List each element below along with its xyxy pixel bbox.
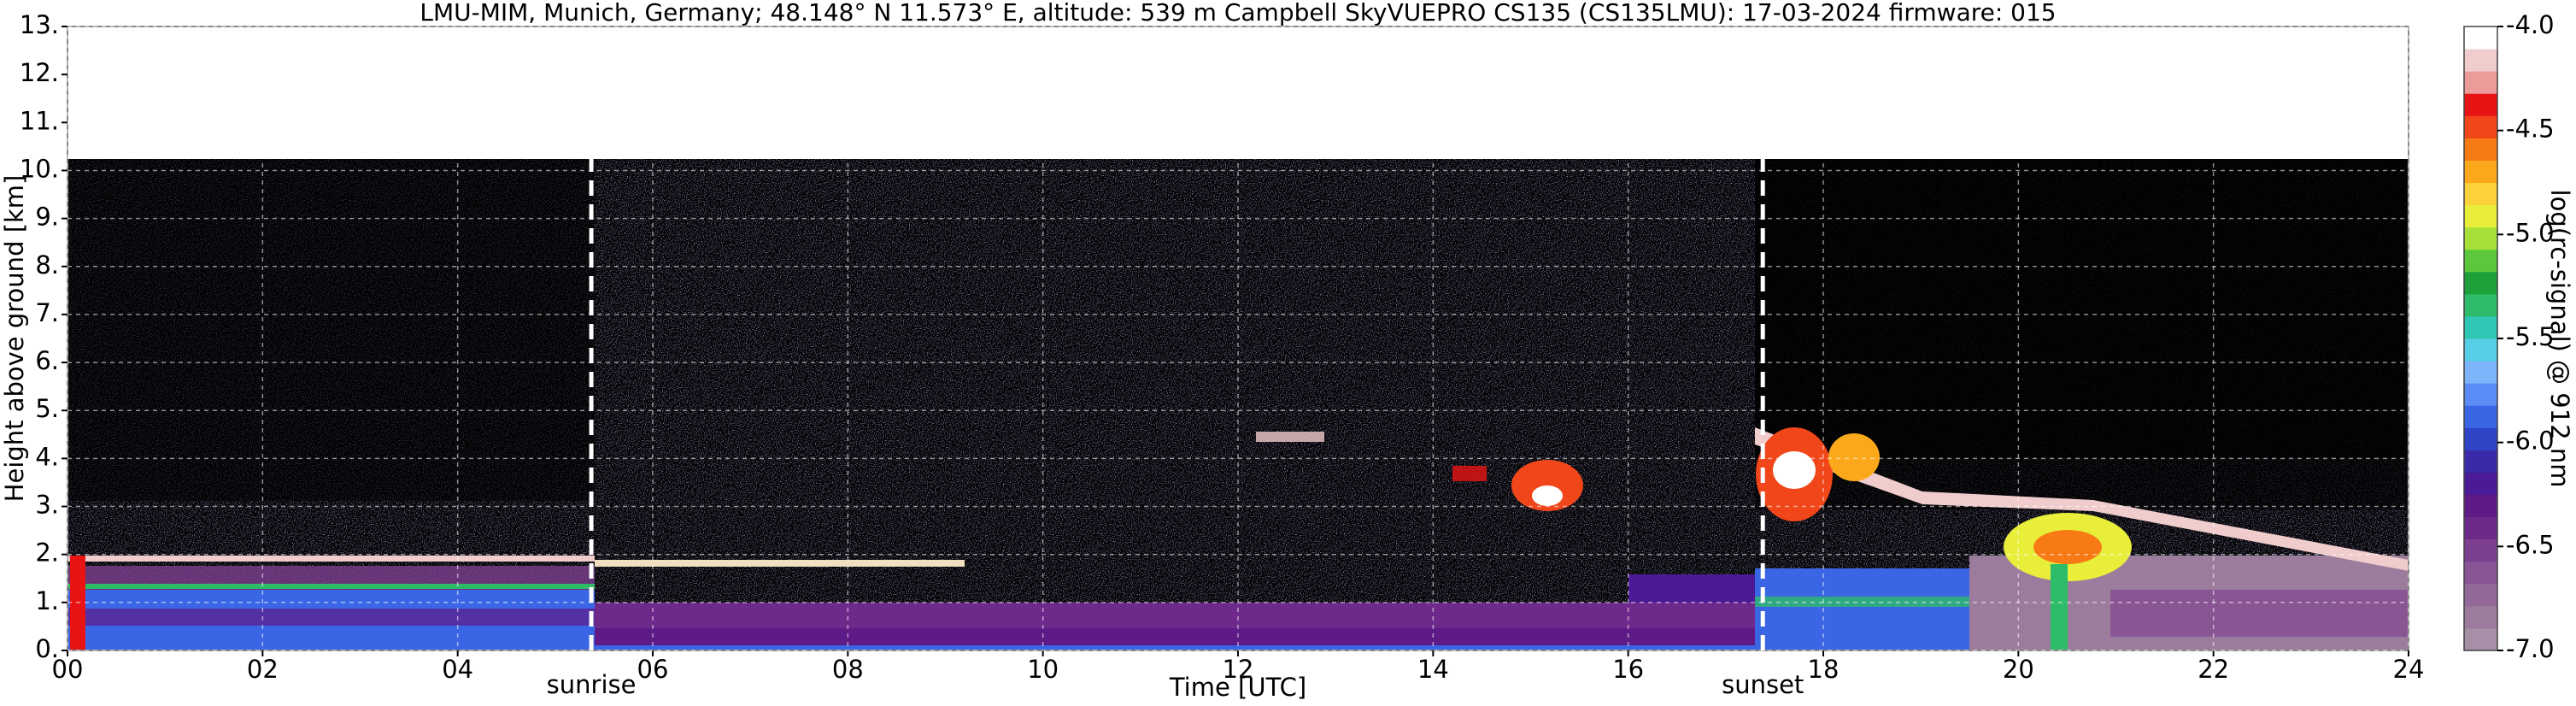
cloud <box>1828 433 1880 481</box>
colorbar-swatch <box>2464 71 2497 94</box>
colorbar-swatch <box>2464 561 2497 585</box>
x-axis-label: Time [UTC] <box>1169 673 1306 702</box>
colorbar-tick-label: -7.0 <box>2506 634 2555 663</box>
y-tick-label: 12. <box>20 58 59 87</box>
x-tick-label: 02 <box>247 655 279 684</box>
colorbar-swatch <box>2464 494 2497 518</box>
y-tick-label: 11. <box>20 106 59 135</box>
x-tick-label: 24 <box>2393 655 2425 684</box>
colorbar-swatch <box>2464 516 2497 540</box>
x-tick-label: 10 <box>1027 655 1059 684</box>
y-tick-label: 7. <box>35 298 59 327</box>
layer <box>2110 590 2409 637</box>
colorbar-tick-label: -4.0 <box>2506 10 2555 39</box>
colorbar-swatch <box>2464 315 2497 339</box>
colorbar-tick-label: -4.5 <box>2506 115 2555 144</box>
cloud <box>1256 432 1324 442</box>
x-tick-label: 14 <box>1417 655 1449 684</box>
colorbar-swatch <box>2464 538 2497 562</box>
layer <box>595 560 965 567</box>
colorbar-swatch <box>2464 338 2497 362</box>
colorbar-tick-label: -5.5 <box>2506 322 2555 351</box>
x-tick-label: 08 <box>832 655 864 684</box>
chart-title: LMU-MIM, Munich, Germany; 48.148° N 11.5… <box>420 0 2056 26</box>
colorbar-swatch <box>2464 160 2497 183</box>
colorbar-swatch <box>2464 49 2497 72</box>
colorbar-tick-label: -5.0 <box>2506 218 2555 247</box>
cloud <box>1532 485 1563 506</box>
x-tick-label: 12 <box>1223 655 1254 684</box>
y-tick-label: 8. <box>35 250 59 279</box>
colorbar-tick-label: -6.5 <box>2506 530 2555 559</box>
cloud <box>1452 466 1487 481</box>
colorbar-swatch <box>2464 26 2497 50</box>
shade <box>67 159 595 501</box>
layer <box>67 556 595 562</box>
colorbar-swatch <box>2464 182 2497 206</box>
y-tick-label: 9. <box>35 203 59 232</box>
y-tick-label: 6. <box>35 346 59 375</box>
y-axis-label: Height above ground [km] <box>0 175 29 503</box>
colorbar-tick-label: -6.0 <box>2506 427 2555 456</box>
y-tick-label: 0. <box>35 634 59 663</box>
colorbar-swatch <box>2464 138 2497 161</box>
colorbar-swatch <box>2464 627 2497 651</box>
x-tick-label: 00 <box>52 655 84 684</box>
y-tick-label: 4. <box>35 442 59 471</box>
y-tick-label: 2. <box>35 538 59 568</box>
x-tick-label: 06 <box>637 655 669 684</box>
y-tick-label: 10. <box>20 154 59 183</box>
layer <box>67 609 595 626</box>
colorbar-swatch <box>2464 605 2497 629</box>
layer <box>595 628 1755 645</box>
colorbar-swatch <box>2464 293 2497 317</box>
colorbar-swatch <box>2464 249 2497 273</box>
colorbar-swatch <box>2464 583 2497 607</box>
cloud <box>2033 530 2102 564</box>
annotation-label: sunset <box>1722 670 1804 699</box>
cloud <box>1773 451 1816 489</box>
layer <box>595 645 1755 650</box>
colorbar-swatch <box>2464 472 2497 495</box>
layer <box>1755 427 2409 571</box>
colorbar-label: log(rc-signal) @ 912 nm <box>2545 190 2574 488</box>
shade <box>1755 159 2409 458</box>
colorbar-swatch <box>2464 405 2497 428</box>
colorbar-swatch <box>2464 450 2497 473</box>
x-tick-label: 16 <box>1612 655 1644 684</box>
x-tick-label: 22 <box>2198 655 2229 684</box>
x-tick-label: 20 <box>2003 655 2034 684</box>
colorbar-swatch <box>2464 383 2497 406</box>
layer <box>1628 574 1755 603</box>
colorbar-swatch <box>2464 271 2497 295</box>
annotation-label: sunrise <box>547 670 637 699</box>
x-tick-label: 04 <box>442 655 473 684</box>
y-tick-label: 1. <box>35 586 59 615</box>
colorbar-swatch <box>2464 115 2497 138</box>
colorbar-swatch <box>2464 204 2497 228</box>
layer <box>67 584 595 589</box>
colorbar-swatch <box>2464 427 2497 450</box>
layer <box>1755 597 2016 607</box>
x-tick-label: 18 <box>1808 655 1840 684</box>
colorbar-swatch <box>2464 361 2497 384</box>
y-tick-label: 5. <box>35 394 59 423</box>
cloud <box>2051 564 2068 650</box>
colorbar-swatch <box>2464 93 2497 116</box>
y-tick-label: 3. <box>35 491 59 520</box>
colorbar-swatch <box>2464 227 2497 250</box>
y-tick-label: 13. <box>20 10 59 39</box>
